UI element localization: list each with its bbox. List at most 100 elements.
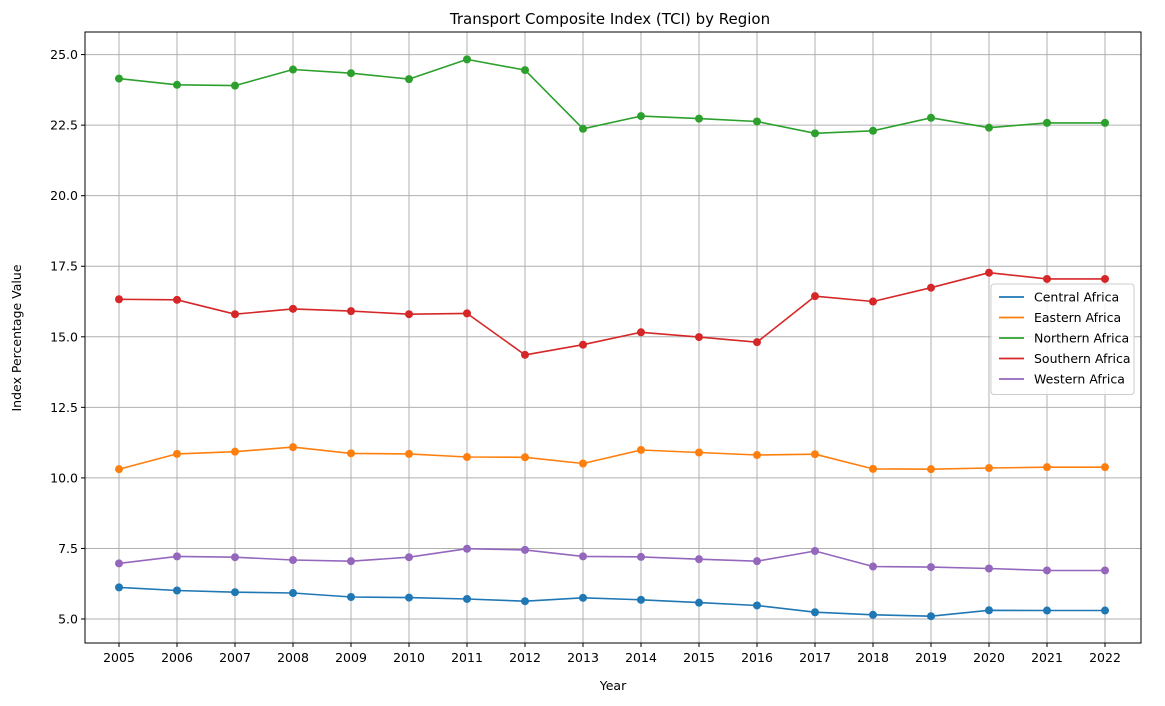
data-point-central-africa xyxy=(405,593,413,602)
legend-label: Eastern Africa xyxy=(1034,310,1121,325)
legend-label: Northern Africa xyxy=(1034,331,1129,346)
data-point-eastern-africa xyxy=(811,450,819,459)
data-point-southern-africa xyxy=(811,292,819,301)
x-tick-label: 2016 xyxy=(741,650,773,665)
data-point-southern-africa xyxy=(521,350,529,359)
data-point-eastern-africa xyxy=(869,464,877,473)
y-axis-label: Index Percentage Value xyxy=(9,264,24,411)
data-point-southern-africa xyxy=(753,338,761,347)
data-point-eastern-africa xyxy=(463,453,471,462)
data-point-southern-africa xyxy=(985,268,993,277)
y-tick-label: 7.5 xyxy=(58,541,78,556)
data-point-eastern-africa xyxy=(637,445,645,454)
data-point-southern-africa xyxy=(695,333,703,342)
data-point-southern-africa xyxy=(173,295,181,304)
data-point-eastern-africa xyxy=(1101,463,1109,472)
x-tick-label: 2011 xyxy=(451,650,483,665)
y-tick-label: 22.5 xyxy=(50,118,78,133)
data-point-eastern-africa xyxy=(115,465,123,474)
data-point-central-africa xyxy=(1043,606,1051,615)
x-tick-label: 2018 xyxy=(857,650,889,665)
x-tick-label: 2010 xyxy=(393,650,425,665)
x-axis-label: Year xyxy=(599,678,627,693)
data-point-northern-africa xyxy=(405,75,413,84)
data-point-central-africa xyxy=(463,594,471,603)
x-tick-label: 2020 xyxy=(973,650,1005,665)
y-tick-label: 17.5 xyxy=(50,259,78,274)
data-point-western-africa xyxy=(521,545,529,554)
data-point-eastern-africa xyxy=(347,449,355,458)
x-tick-label: 2007 xyxy=(219,650,251,665)
y-tick-label: 10.0 xyxy=(50,470,78,485)
data-point-northern-africa xyxy=(115,74,123,83)
data-point-eastern-africa xyxy=(927,465,935,474)
data-point-northern-africa xyxy=(927,113,935,122)
data-point-northern-africa xyxy=(173,80,181,89)
y-tick-label: 15.0 xyxy=(50,329,78,344)
series-line-eastern-africa xyxy=(118,446,1105,471)
data-point-central-africa xyxy=(637,595,645,604)
data-point-central-africa xyxy=(347,592,355,601)
series-central-africa xyxy=(115,583,1109,621)
data-point-northern-africa xyxy=(695,114,703,123)
data-point-central-africa xyxy=(695,598,703,607)
data-point-northern-africa xyxy=(231,81,239,90)
data-point-northern-africa xyxy=(463,55,471,64)
data-point-eastern-africa xyxy=(579,459,587,468)
data-point-southern-africa xyxy=(463,309,471,318)
data-point-western-africa xyxy=(637,552,645,561)
data-point-western-africa xyxy=(231,553,239,562)
data-point-central-africa xyxy=(811,608,819,617)
x-tick-label: 2005 xyxy=(103,650,135,665)
data-point-central-africa xyxy=(869,610,877,619)
legend-box xyxy=(990,283,1135,395)
data-point-central-africa xyxy=(173,586,181,595)
data-point-western-africa xyxy=(173,552,181,561)
data-point-southern-africa xyxy=(1101,274,1109,283)
data-point-central-africa xyxy=(115,583,123,592)
data-point-northern-africa xyxy=(1101,118,1109,127)
x-axis-ticks: 2005 2006 2007 2008 2009 2010 2011 2012 2013 2014… xyxy=(103,643,1121,665)
data-point-central-africa xyxy=(579,593,587,602)
data-point-eastern-africa xyxy=(521,453,529,462)
x-tick-label: 2008 xyxy=(277,650,309,665)
data-point-northern-africa xyxy=(1043,118,1051,127)
data-point-southern-africa xyxy=(1043,274,1051,283)
data-point-northern-africa xyxy=(521,66,529,75)
y-axis-ticks: 5.0 7.5 10.0 12.5 15.0 17.5 20.0 22.5 25.0 xyxy=(50,47,85,627)
data-point-western-africa xyxy=(405,553,413,562)
data-point-western-africa xyxy=(695,555,703,564)
data-point-western-africa xyxy=(753,557,761,566)
legend-label: Southern Africa xyxy=(1034,351,1130,366)
x-tick-label: 2014 xyxy=(625,650,657,665)
data-point-central-africa xyxy=(289,589,297,598)
data-point-northern-africa xyxy=(289,65,297,74)
x-tick-label: 2006 xyxy=(161,650,193,665)
series-lines xyxy=(115,55,1109,621)
series-southern-africa xyxy=(115,268,1109,359)
data-point-central-africa xyxy=(753,601,761,610)
y-tick-label: 12.5 xyxy=(50,400,78,415)
data-point-southern-africa xyxy=(405,310,413,319)
data-point-western-africa xyxy=(1101,566,1109,575)
data-point-northern-africa xyxy=(985,123,993,132)
series-line-southern-africa xyxy=(118,271,1105,356)
data-point-central-africa xyxy=(985,606,993,615)
series-northern-africa xyxy=(115,55,1109,138)
data-point-western-africa xyxy=(115,559,123,568)
data-point-western-africa xyxy=(463,544,471,553)
data-point-western-africa xyxy=(579,552,587,561)
data-point-northern-africa xyxy=(811,129,819,138)
data-point-northern-africa xyxy=(579,124,587,133)
data-point-eastern-africa xyxy=(695,448,703,457)
data-point-southern-africa xyxy=(927,283,935,292)
data-point-southern-africa xyxy=(579,340,587,349)
data-point-southern-africa xyxy=(347,307,355,316)
data-point-eastern-africa xyxy=(173,449,181,458)
x-tick-label: 2022 xyxy=(1089,650,1121,665)
data-point-southern-africa xyxy=(115,295,123,304)
series-western-africa xyxy=(115,544,1109,575)
data-point-northern-africa xyxy=(753,117,761,126)
